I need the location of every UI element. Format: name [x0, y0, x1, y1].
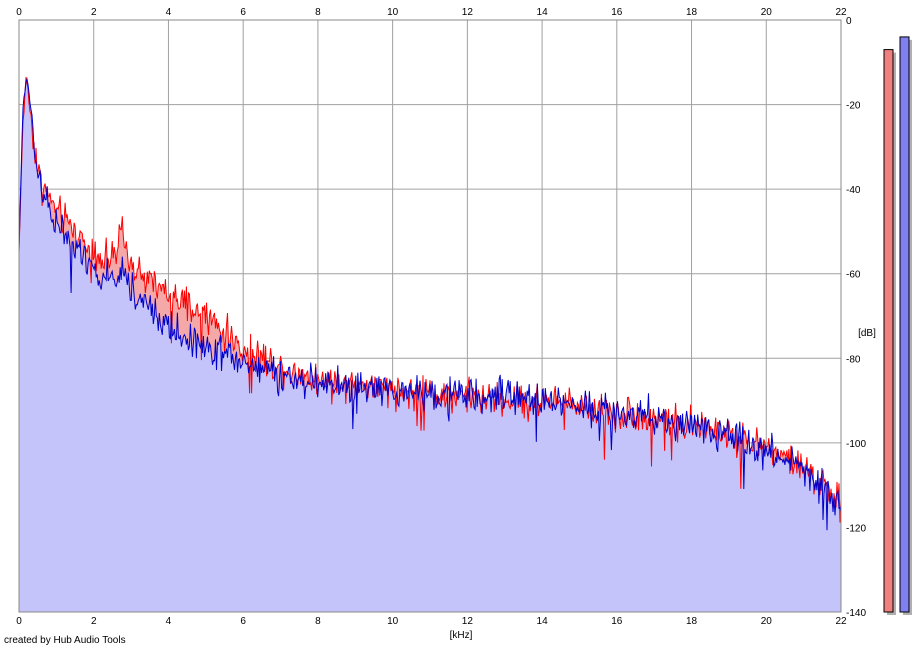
x-tick-labels-top: 0 2 4 6 8 10 12 14 16 18 20 22 [16, 7, 847, 18]
x-tick-label-top: 8 [315, 7, 321, 18]
y-tick-labels: 0 -20 -40 -60 -80 -100 -120 -140 [846, 16, 866, 619]
x-tick-label-top: 14 [537, 7, 549, 18]
y-tick-label: -120 [846, 523, 866, 534]
x-tick-label-bottom: 0 [16, 616, 22, 627]
x-tick-label-top: 22 [835, 7, 847, 18]
x-tick-label-bottom: 8 [315, 616, 321, 627]
x-tick-label-bottom: 2 [91, 616, 97, 627]
x-tick-labels-bottom: 0 2 4 6 8 10 12 14 16 18 20 22 [16, 616, 847, 627]
x-tick-label-bottom: 4 [166, 616, 172, 627]
y-tick-label: -100 [846, 439, 866, 450]
x-tick-label-bottom: 18 [686, 616, 698, 627]
y-tick-label: -80 [846, 354, 861, 365]
x-tick-label-top: 6 [240, 7, 246, 18]
x-tick-label-top: 2 [91, 7, 97, 18]
spectrum-fills [19, 77, 841, 612]
x-tick-label-bottom: 10 [387, 616, 399, 627]
x-tick-label-top: 16 [611, 7, 623, 18]
x-tick-label-top: 18 [686, 7, 698, 18]
y-tick-label: -20 [846, 101, 861, 112]
x-tick-label-top: 0 [16, 7, 22, 18]
spectrum-lines [18, 76, 842, 531]
y-tick-label: -140 [846, 608, 866, 619]
right-channel-line [18, 77, 842, 531]
x-tick-label-top: 4 [166, 7, 172, 18]
y-axis-label: [dB] [858, 328, 876, 339]
x-tick-label-bottom: 6 [240, 616, 246, 627]
x-tick-label-bottom: 14 [537, 616, 549, 627]
x-tick-label-top: 12 [462, 7, 474, 18]
credit-text: created by Hub Audio Tools [4, 635, 126, 646]
y-tick-label: -60 [846, 270, 861, 281]
y-tick-label: -40 [846, 185, 861, 196]
x-tick-label-bottom: 22 [835, 616, 847, 627]
x-axis-label: [kHz] [450, 630, 473, 641]
y-tick-label: 0 [846, 16, 852, 27]
level-meters [883, 36, 912, 616]
left-level-meter [883, 49, 894, 613]
right-level-meter [899, 36, 910, 613]
right-channel-fill [19, 79, 841, 612]
x-tick-label-top: 20 [761, 7, 773, 18]
x-tick-label-bottom: 16 [611, 616, 623, 627]
x-tick-label-bottom: 12 [462, 616, 474, 627]
x-tick-label-top: 10 [387, 7, 399, 18]
x-tick-label-bottom: 20 [761, 616, 773, 627]
plot-border [18, 19, 842, 613]
